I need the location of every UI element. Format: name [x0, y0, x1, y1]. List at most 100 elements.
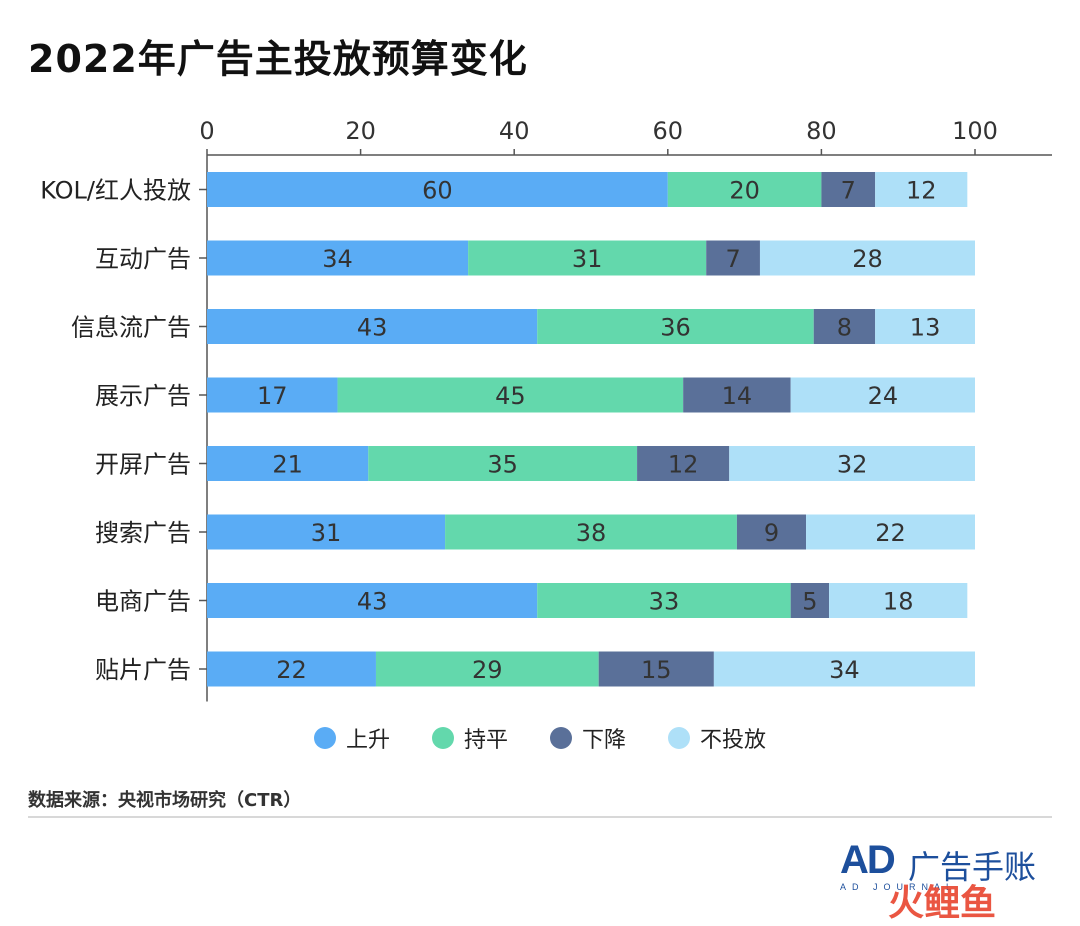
chart-title: 2022年广告主投放预算变化: [28, 37, 528, 81]
bar-segment: [375, 651, 599, 687]
bar-segment: [207, 583, 538, 618]
bar-segment: [637, 446, 730, 481]
bar-segment: [368, 446, 638, 481]
legend-item: 持平: [431, 722, 508, 754]
category-label: 开屏广告: [95, 451, 191, 479]
bar-segment: [759, 240, 975, 276]
bar-segment: [729, 446, 975, 481]
bar-segment: [207, 240, 469, 276]
legend-label: 持平: [463, 728, 508, 753]
data-label: 34: [829, 656, 860, 684]
category-label: 互动广告: [95, 245, 191, 273]
source-note: 数据来源：央视市场研究（CTR）: [28, 790, 302, 811]
data-label: 28: [852, 245, 883, 273]
data-label: 12: [906, 177, 937, 205]
data-label: 13: [910, 314, 941, 342]
data-label: 18: [883, 588, 914, 616]
bar-segment: [207, 514, 446, 550]
divider: [28, 816, 1052, 818]
data-label: 38: [576, 519, 607, 547]
data-label: 5: [802, 588, 817, 616]
bar-segment: [790, 583, 830, 618]
legend-label: 下降: [582, 728, 627, 753]
bar-segment: [445, 514, 737, 550]
bar-segment: [207, 172, 668, 207]
data-label: 31: [311, 519, 342, 547]
data-label: 8: [837, 314, 852, 342]
bar-segment: [829, 583, 968, 618]
x-tick-label: 60: [653, 117, 684, 145]
category-label: 贴片广告: [95, 656, 191, 684]
legend-swatch: [550, 727, 572, 749]
data-label: 12: [668, 451, 699, 479]
category-label: 搜索广告: [95, 519, 191, 547]
data-label: 21: [272, 451, 303, 479]
logo-subline: AD JOURNAL: [840, 882, 958, 892]
bar-segment: [207, 651, 376, 687]
data-label: 7: [725, 245, 740, 273]
logo-ad-text: AD: [840, 838, 896, 882]
brand-logo: AD 广告手账 AD JOURNAL 火鲤鱼: [840, 838, 1050, 924]
data-label: 43: [357, 314, 388, 342]
x-tick-label: 80: [806, 117, 837, 145]
bar-segment: [813, 309, 876, 344]
legend-label: 不投放: [700, 728, 767, 753]
data-label: 20: [729, 177, 760, 205]
data-label: 15: [641, 656, 672, 684]
data-label: 22: [875, 519, 906, 547]
data-label: 22: [276, 656, 307, 684]
x-tick-label: 40: [499, 117, 530, 145]
legend-item: 下降: [550, 722, 626, 754]
data-label: 45: [495, 382, 526, 410]
x-tick-label: 100: [952, 117, 998, 145]
bar-segment: [337, 377, 684, 413]
category-label: 电商广告: [95, 588, 191, 616]
logo-cn-text: 广告手账: [908, 848, 1037, 886]
bar-segment: [683, 377, 791, 413]
legend-item: 不投放: [668, 722, 766, 754]
bar-segment: [537, 583, 791, 618]
bar-segment: [790, 377, 975, 413]
category-label: 展示广告: [95, 382, 191, 410]
x-tick-label: 20: [345, 117, 376, 145]
data-label: 29: [472, 656, 503, 684]
stacked-bar-chart: 0 20 40 60 80 100 KOL/红人投放 60 20 7 12 互动广告 34 31 7 28 信息…: [40, 117, 1052, 702]
bar-segment: [537, 309, 814, 344]
bar-segment: [806, 514, 975, 550]
legend-swatch: [668, 727, 691, 749]
legend-swatch: [313, 727, 336, 749]
category-label: KOL/红人投放: [40, 177, 191, 205]
bar-segment: [821, 172, 876, 207]
bar-segment: [667, 172, 822, 207]
bar-segment: [736, 514, 807, 550]
data-label: 33: [649, 588, 680, 616]
data-label: 43: [357, 588, 388, 616]
legend: 上升 持平 下降 不投放: [0, 722, 1080, 754]
data-label: 14: [722, 382, 753, 410]
x-tick-label: 0: [199, 117, 214, 145]
data-label: 34: [322, 245, 353, 273]
legend-item: 上升: [313, 722, 390, 754]
bar-segment: [713, 651, 975, 687]
data-label: 35: [487, 451, 518, 479]
data-label: 32: [837, 451, 868, 479]
data-label: 7: [841, 177, 856, 205]
logo-watermark: 火鲤鱼: [888, 883, 997, 924]
bar-segment: [875, 309, 975, 344]
data-label: 9: [764, 519, 779, 547]
bar-segment: [207, 446, 369, 481]
data-label: 17: [257, 382, 288, 410]
bar-segment: [598, 651, 714, 687]
category-label: 信息流广告: [71, 314, 191, 342]
legend-swatch: [431, 727, 454, 749]
bar-segment: [468, 240, 707, 276]
legend-label: 上升: [345, 728, 390, 753]
data-label: 31: [572, 245, 603, 273]
data-label: 60: [422, 177, 453, 205]
data-label: 24: [868, 382, 899, 410]
bar-segment: [706, 240, 760, 276]
data-label: 36: [660, 314, 691, 342]
bar-segment: [875, 172, 968, 207]
bar-segment: [207, 309, 538, 344]
bar-segment: [207, 377, 338, 413]
